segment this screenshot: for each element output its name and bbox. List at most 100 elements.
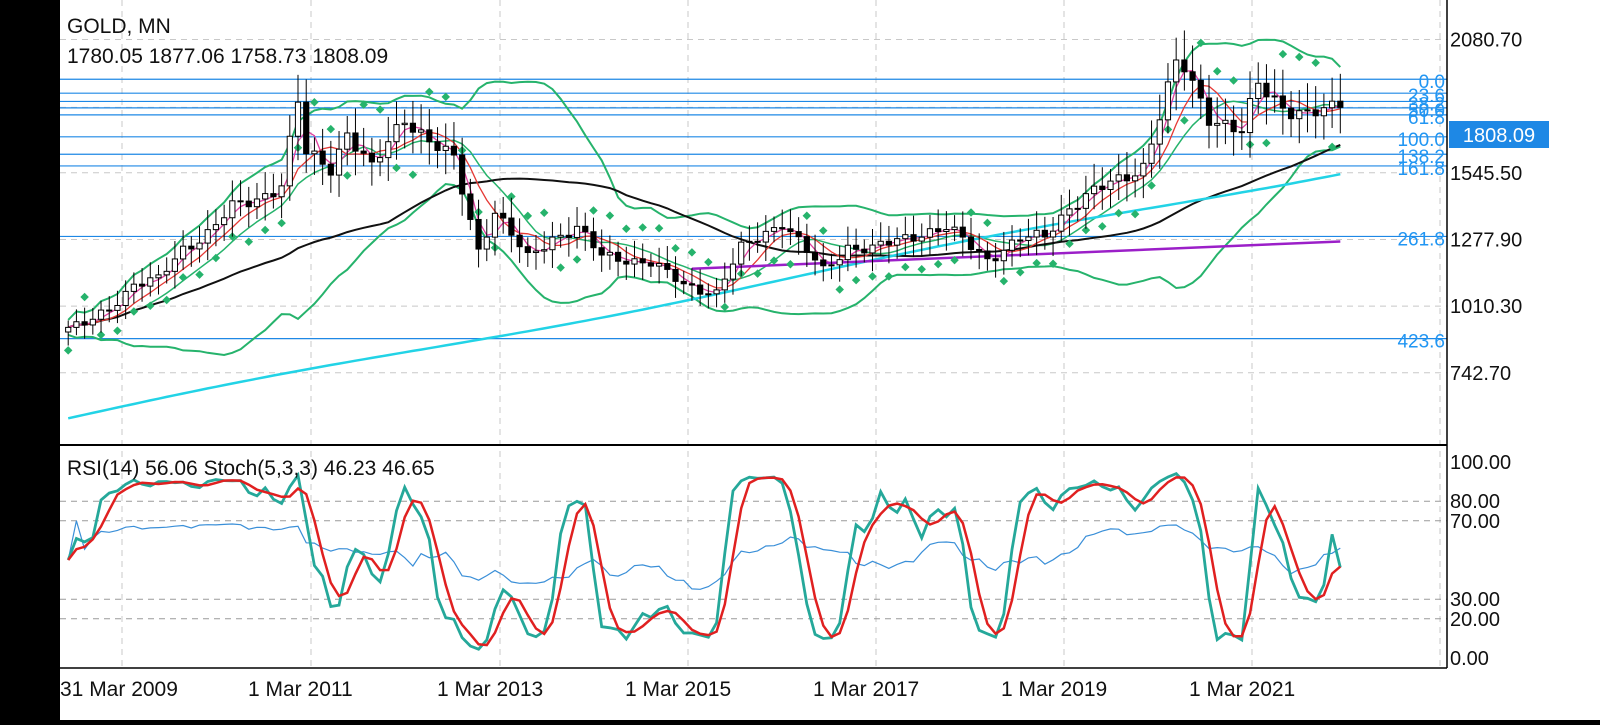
- moving-average-cyan: [67, 172, 1341, 420]
- candle-body: [1049, 230, 1057, 238]
- candle-body: [1090, 185, 1098, 195]
- chart-background: [60, 0, 1600, 720]
- candlesticks: [65, 30, 1344, 346]
- candle-body: [97, 309, 105, 320]
- candle-body: [1123, 174, 1131, 182]
- candle-body: [253, 198, 261, 208]
- candle-body: [984, 250, 991, 260]
- candle-body: [229, 200, 236, 219]
- candle-body: [951, 226, 958, 231]
- date-axis-tick: 1 Mar 2017: [813, 678, 919, 701]
- parabolic-sar-dot: [162, 295, 171, 305]
- candle-body: [869, 244, 876, 254]
- fib-level-label: 50.0: [1408, 101, 1445, 122]
- parabolic-sar-dot: [343, 171, 352, 180]
- candle-body: [1008, 239, 1016, 251]
- parabolic-sar-dot: [1262, 138, 1271, 148]
- candle-body: [130, 283, 137, 292]
- fib-level-label: 138.2: [1397, 147, 1445, 168]
- bollinger-middle-band: [67, 100, 1341, 329]
- candle-body: [656, 263, 663, 267]
- candle-body: [212, 224, 220, 231]
- candle-body: [1238, 131, 1245, 134]
- candle-body: [73, 321, 80, 328]
- candle-body: [992, 258, 999, 262]
- main-indicators: [63, 38, 1342, 420]
- candle-body: [598, 247, 605, 256]
- candle-body: [418, 129, 425, 133]
- parabolic-sar-dot: [408, 170, 418, 179]
- candle-body: [1279, 95, 1286, 109]
- candle-body: [475, 218, 482, 250]
- candle-body: [524, 246, 531, 254]
- trendline: [691, 240, 1341, 270]
- current-price-label: 1808.09: [1463, 125, 1535, 147]
- candle-body: [1140, 162, 1147, 177]
- candle-body: [1271, 95, 1278, 98]
- oscillator-axis-tick: 80.00: [1450, 491, 1500, 513]
- parabolic-sar-dot: [589, 206, 598, 215]
- candle-body: [541, 249, 548, 252]
- candle-body: [729, 263, 737, 280]
- candle-body: [1066, 208, 1073, 216]
- candle-body: [1058, 214, 1065, 232]
- candle-body: [910, 234, 917, 242]
- candle-body: [844, 244, 851, 261]
- candle-body: [65, 326, 72, 333]
- candle-body: [1156, 119, 1163, 145]
- candle-body: [368, 152, 375, 163]
- candle-body: [738, 241, 745, 265]
- candle-body: [770, 227, 778, 232]
- candle-body: [918, 236, 925, 242]
- price-axis-tick: 1277.90: [1450, 229, 1522, 251]
- date-axis-tick: 1 Mar 2013: [437, 678, 543, 701]
- candle-body: [1255, 82, 1262, 100]
- candle-body: [467, 193, 474, 220]
- candle-body: [557, 234, 564, 238]
- candle-body: [385, 141, 392, 159]
- candle-body: [926, 228, 934, 238]
- candle-body: [171, 258, 178, 272]
- candle-body: [401, 122, 408, 126]
- candle-body: [680, 280, 687, 285]
- candle-body: [106, 309, 113, 312]
- symbol-title: GOLD, MN: [67, 15, 171, 38]
- candle-body: [713, 289, 720, 295]
- candle-body: [1033, 229, 1040, 238]
- candle-body: [262, 193, 269, 200]
- candle-body: [820, 259, 827, 267]
- oscillator-axis-tick: 30.00: [1450, 589, 1500, 611]
- parabolic-sar-dot: [819, 226, 828, 235]
- candle-body: [426, 129, 433, 143]
- candle-body: [311, 150, 318, 155]
- candle-body: [1312, 109, 1319, 117]
- candle-body: [286, 135, 293, 187]
- parabolic-sar-dot: [884, 272, 894, 281]
- candle-body: [352, 132, 359, 152]
- date-axis-tick: 1 Mar 2015: [625, 678, 731, 701]
- candle-body: [803, 236, 810, 253]
- fib-level-label: 161.8: [1397, 159, 1445, 180]
- parabolic-sar-dot: [375, 105, 385, 114]
- candle-body: [393, 124, 400, 143]
- candle-body: [590, 231, 597, 249]
- parabolic-sar-dot: [622, 224, 631, 234]
- candle-body: [1337, 100, 1344, 108]
- candle-body: [508, 217, 515, 236]
- candle-body: [811, 251, 819, 261]
- candle-body: [89, 318, 96, 326]
- parabolic-sar-dot: [704, 257, 713, 267]
- bollinger-lower-band: [67, 145, 1341, 357]
- candle-body: [1214, 122, 1221, 126]
- oscillator-title: RSI(14) 56.06 Stoch(5,3,3) 46.23 46.65: [67, 457, 435, 480]
- parabolic-sar-dot: [638, 223, 647, 232]
- parabolic-sar-dot: [1295, 52, 1304, 62]
- candle-body: [746, 240, 753, 243]
- candle-body: [877, 240, 884, 246]
- candle-body: [1304, 109, 1311, 112]
- parabolic-sar-dot: [917, 265, 926, 274]
- candle-body: [688, 283, 696, 286]
- candle-body: [836, 259, 843, 266]
- date-axis-tick: 1 Mar 2019: [1001, 678, 1107, 701]
- parabolic-sar-dot: [687, 248, 697, 257]
